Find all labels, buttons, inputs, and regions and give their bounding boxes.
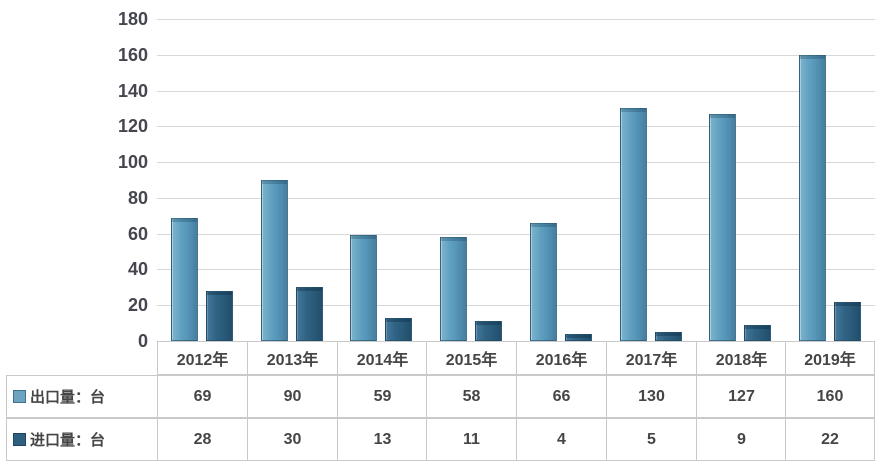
gridline-40 [157,269,875,270]
gridline-140 [157,91,875,92]
import-value-cell: 9 [696,418,787,461]
y-axis-tick-label: 0 [137,331,148,351]
bar-export-2017年 [620,108,647,341]
bar-import-2012年 [206,291,233,341]
gridline-100 [157,162,875,163]
bar-export-2013年 [261,180,288,341]
bar-export-2015年 [440,237,467,341]
export-value-cell: 160 [785,375,875,418]
year-header-cell: 2016年 [516,341,607,375]
export-value-cell: 69 [157,375,248,418]
y-axis-tick-label: 120 [117,116,148,136]
bar-import-2018年 [744,325,771,341]
gridline-20 [157,305,875,306]
bar-import-2014年 [385,318,412,341]
gridline-160 [157,55,875,56]
y-axis-tick-label: 180 [117,9,148,29]
bar-import-2017年 [655,332,682,341]
bar-export-2019年 [799,55,826,341]
legend-cell-import: 进口量：台 [6,418,158,461]
bar-export-2012年 [171,218,198,341]
export-series-swatch-icon [13,390,26,403]
import-series-label: 进口量：台 [30,432,106,449]
year-header-cell: 2014年 [337,341,428,375]
bar-export-2014年 [350,235,377,341]
year-header-cell: 2018年 [696,341,787,375]
import-value-cell: 4 [516,418,607,461]
bar-import-2015年 [475,321,502,341]
import-value-cell: 5 [606,418,697,461]
import-value-cell: 28 [157,418,248,461]
gridline-80 [157,198,875,199]
y-axis-tick-label: 140 [117,81,148,101]
import-value-cell: 30 [247,418,338,461]
year-header-cell: 2015年 [426,341,517,375]
import-value-cell: 13 [337,418,428,461]
bar-import-2013年 [296,287,323,341]
import-value-cell: 22 [785,418,875,461]
year-header-cell: 2017年 [606,341,697,375]
y-axis-tick-label: 20 [127,295,148,315]
gridline-180 [157,19,875,20]
export-value-cell: 58 [426,375,517,418]
bar-export-2018年 [709,114,736,341]
bar-import-2019年 [834,302,861,341]
bar-import-2016年 [565,334,592,341]
export-value-cell: 59 [337,375,428,418]
y-axis-tick-label: 60 [127,224,148,244]
y-axis-tick-label: 100 [117,152,148,172]
year-header-cell: 2012年 [157,341,248,375]
export-value-cell: 127 [696,375,787,418]
year-header-cell: 2019年 [785,341,875,375]
import-series-swatch-icon [13,433,26,446]
y-axis-tick-label: 160 [117,45,148,65]
gridline-60 [157,234,875,235]
export-value-cell: 66 [516,375,607,418]
y-axis-tick-label: 80 [127,188,148,208]
bar-export-2016年 [530,223,557,341]
gridline-120 [157,126,875,127]
year-header-cell: 2013年 [247,341,338,375]
export-value-cell: 130 [606,375,697,418]
export-value-cell: 90 [247,375,338,418]
import-value-cell: 11 [426,418,517,461]
legend-cell-export: 出口量：台 [6,375,158,418]
export-series-label: 出口量：台 [30,389,106,406]
y-axis-tick-label: 40 [127,259,148,279]
